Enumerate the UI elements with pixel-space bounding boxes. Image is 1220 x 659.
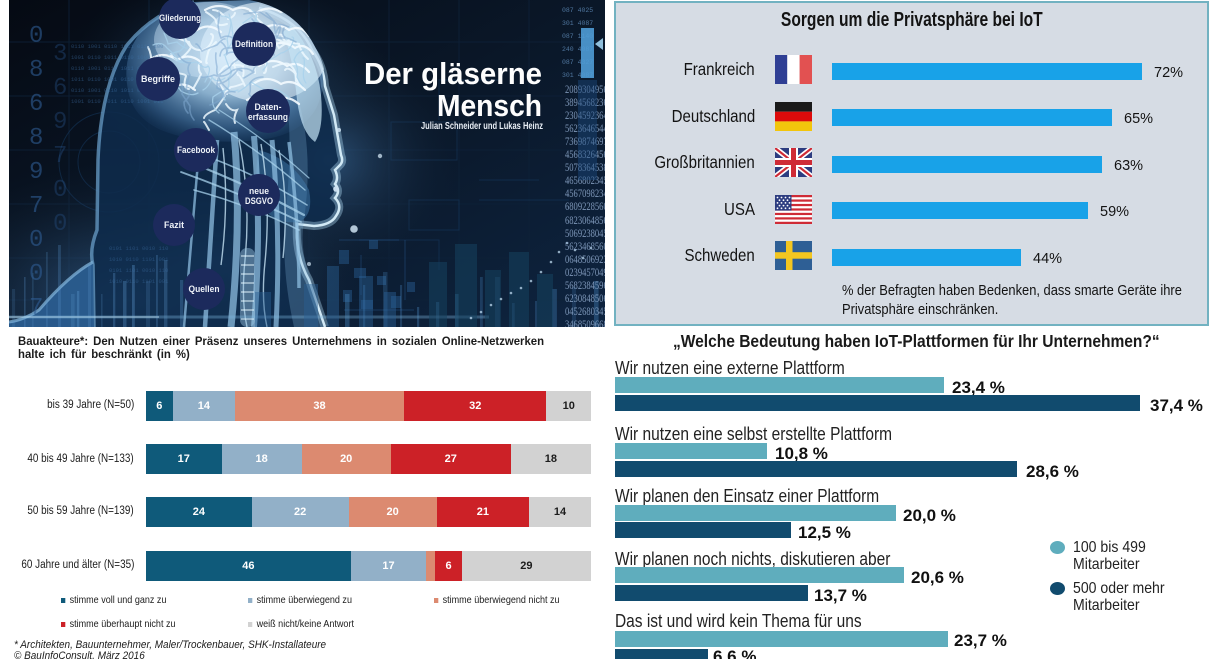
svg-text:46568023453: 46568023453 (565, 173, 605, 187)
svg-text:45683264563: 45683264563 (565, 147, 605, 161)
svg-text:38945682362: 38945682362 (565, 95, 605, 109)
svg-text:erfassung: erfassung (248, 112, 288, 122)
svg-text:45670982346: 45670982346 (565, 186, 605, 200)
svg-text:8: 8 (29, 57, 43, 84)
svg-text:0101 1101 0010 110: 0101 1101 0010 110 (109, 267, 168, 274)
svg-text:0110 1001 0110 1011 0110 110: 0110 1001 0110 1011 0110 110 (71, 65, 163, 72)
svg-text:20893049562: 20893049562 (565, 82, 605, 96)
svg-text:Der gläserne: Der gläserne (364, 56, 542, 91)
svg-text:8: 8 (29, 125, 43, 152)
svg-text:Fazit: Fazit (164, 220, 184, 230)
svg-text:68092285603: 68092285603 (565, 199, 605, 213)
svg-text:23045923643: 23045923643 (565, 108, 605, 122)
svg-text:Gliederung: Gliederung (159, 13, 201, 23)
svg-text:7: 7 (29, 295, 43, 322)
svg-text:240 4087: 240 4087 (562, 46, 593, 53)
svg-text:0110 1001 0110 1011 0110 100: 0110 1001 0110 1011 0110 100 (71, 87, 163, 94)
svg-text:50783645383: 50783645383 (565, 160, 605, 174)
svg-text:0: 0 (29, 261, 43, 288)
svg-text:087 4025: 087 4025 (562, 7, 593, 14)
svg-text:Facebook: Facebook (177, 145, 216, 155)
svg-text:06485069236: 06485069236 (565, 252, 605, 266)
svg-text:DSGVO: DSGVO (245, 196, 273, 206)
svg-text:1010 0110 1101 001: 1010 0110 1101 001 (109, 256, 169, 263)
svg-text:Quellen: Quellen (189, 284, 220, 294)
svg-text:Definition: Definition (235, 39, 273, 49)
svg-text:04526803456: 04526803456 (565, 304, 605, 318)
svg-text:1001 0110 1011 0110 1001 011: 1001 0110 1011 0110 1001 011 (71, 98, 164, 105)
svg-text:56823845960: 56823845960 (565, 278, 605, 292)
svg-text:62308485069: 62308485069 (565, 291, 605, 305)
svg-text:9: 9 (53, 109, 67, 136)
svg-text:0: 0 (53, 211, 67, 238)
svg-text:Mensch: Mensch (437, 88, 542, 123)
svg-text:0110 1001 0110 1011 0110 100: 0110 1001 0110 1011 0110 100 (71, 43, 163, 50)
svg-text:7: 7 (53, 143, 67, 170)
svg-text:087 1140: 087 1140 (562, 33, 593, 40)
svg-text:6: 6 (29, 91, 43, 118)
svg-text:6: 6 (53, 75, 67, 102)
svg-text:Daten-: Daten- (255, 102, 282, 112)
svg-text:301 4087: 301 4087 (562, 20, 593, 27)
svg-text:56236465444: 56236465444 (565, 121, 605, 135)
svg-text:087 4327: 087 4327 (562, 59, 593, 66)
svg-text:7: 7 (29, 193, 43, 220)
svg-text:0: 0 (53, 177, 67, 204)
svg-text:Julian Schneider und Lukas Hei: Julian Schneider und Lukas Heinz (421, 120, 543, 132)
svg-text:Begriffe: Begriffe (141, 74, 175, 84)
svg-text:0: 0 (29, 23, 43, 50)
svg-text:3: 3 (53, 41, 67, 68)
svg-text:1011 0110 1001 0110 1011 001: 1011 0110 1001 0110 1011 001 (71, 76, 164, 83)
svg-text:0101 1101 0010 110: 0101 1101 0010 110 (109, 245, 168, 252)
svg-text:neue: neue (249, 186, 269, 196)
svg-text:301 4087: 301 4087 (562, 72, 593, 79)
svg-text:0: 0 (29, 227, 43, 254)
svg-text:34685096680: 34685096680 (565, 317, 605, 327)
svg-text:1001 0110 1011 0110 1001 011: 1001 0110 1011 0110 1001 011 (71, 54, 164, 61)
svg-text:02394570495: 02394570495 (565, 265, 605, 279)
svg-text:68230648566: 68230648566 (565, 213, 605, 227)
svg-text:73698746975: 73698746975 (565, 134, 605, 148)
svg-text:1010 0110 1101 001: 1010 0110 1101 001 (109, 278, 169, 285)
svg-text:9: 9 (29, 159, 43, 186)
